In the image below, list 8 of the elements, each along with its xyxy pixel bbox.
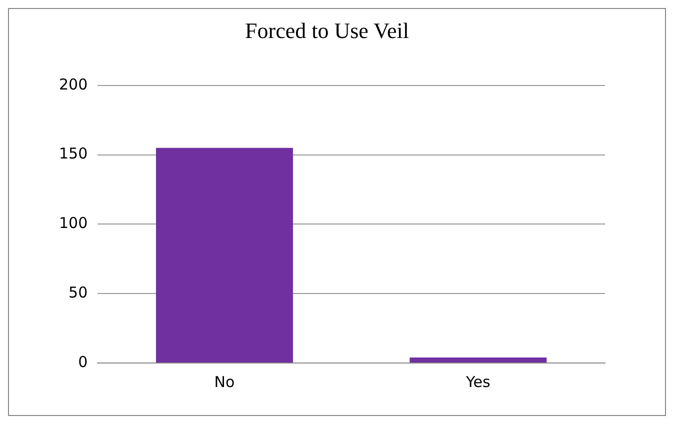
x-tick-label: No	[214, 372, 235, 391]
y-tick-label: 200	[58, 75, 88, 94]
chart-title: Forced to Use Veil	[245, 18, 409, 43]
x-tick-label: Yes	[465, 372, 490, 391]
y-tick-label: 100	[58, 214, 88, 232]
y-tick-label: 50	[68, 283, 88, 302]
y-tick-label: 150	[58, 144, 88, 163]
y-tick-label: 0	[78, 352, 88, 371]
